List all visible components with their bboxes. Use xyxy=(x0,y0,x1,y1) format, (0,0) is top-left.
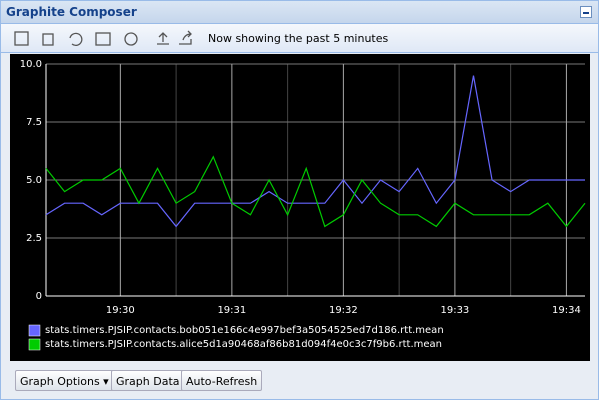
chart: 0 2.5 5.0 7.5 10.0 19:30 19:31 19:32 19:33 19:34 s… xyxy=(10,54,590,361)
refresh-icon[interactable] xyxy=(69,32,83,47)
x-tick-label: 19:31 xyxy=(217,305,246,316)
graph-options-button[interactable]: Graph Options ▾ xyxy=(15,370,114,391)
delete-icon[interactable] xyxy=(42,33,54,46)
y-tick-label: 0 xyxy=(36,291,42,302)
series-line xyxy=(45,75,585,228)
series-line xyxy=(45,155,586,228)
x-tick-label: 19:33 xyxy=(440,305,469,316)
y-tick-label: 2.5 xyxy=(26,233,42,244)
x-tick-label: 19:30 xyxy=(106,305,135,316)
save-icon[interactable] xyxy=(14,31,29,46)
status-text: Now showing the past 5 minutes xyxy=(208,32,389,45)
title-bar: Graphite Composer xyxy=(1,1,598,24)
upload-icon[interactable] xyxy=(157,32,169,45)
clock-icon[interactable] xyxy=(124,32,138,46)
y-tick-label: 10.0 xyxy=(20,59,42,70)
y-tick-label: 7.5 xyxy=(26,117,42,128)
graph-data-button[interactable]: Graph Data xyxy=(111,370,185,391)
toolbar-icons xyxy=(14,30,192,47)
button-label: Graph Options xyxy=(20,375,100,388)
auto-refresh-button[interactable]: Auto-Refresh xyxy=(181,370,263,391)
calendar-icon[interactable] xyxy=(95,32,111,46)
legend-label: stats.timers.PJSIP.contacts.alice5d1a904… xyxy=(45,339,442,350)
y-tick-label: 5.0 xyxy=(26,175,42,186)
x-tick-label: 19:32 xyxy=(329,305,358,316)
x-tick-label: 19:34 xyxy=(552,305,581,316)
legend-swatch xyxy=(28,338,41,351)
collapse-button[interactable] xyxy=(580,6,592,18)
share-icon[interactable] xyxy=(179,30,192,45)
toolbar: Now showing the past 5 minutes xyxy=(1,24,598,53)
legend-label: stats.timers.PJSIP.contacts.bob051e166c4… xyxy=(45,325,444,336)
window-title: Graphite Composer xyxy=(6,5,137,19)
legend-swatch xyxy=(28,324,41,337)
chart-background xyxy=(10,54,590,361)
